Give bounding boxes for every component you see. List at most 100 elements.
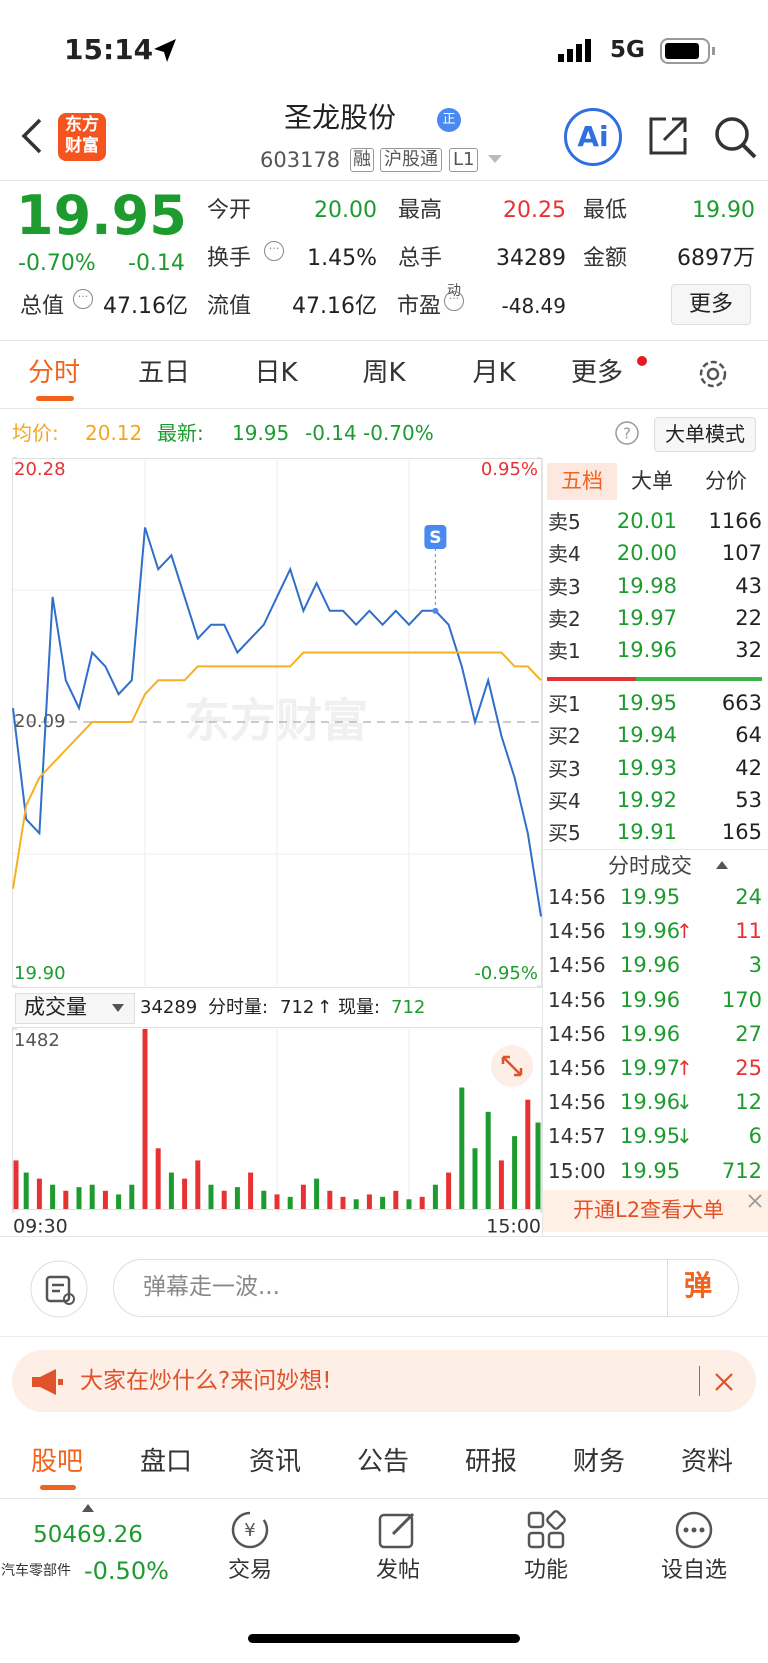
volume-bar: [446, 1172, 452, 1209]
y-tick-label: 20.28: [14, 459, 66, 480]
price-line: [12, 651, 542, 889]
x-tick-label: 09:30: [13, 1216, 68, 1238]
volume-selector[interactable]: [15, 993, 135, 1024]
collapse-icon[interactable]: [716, 861, 728, 869]
volume-bar: [525, 1099, 531, 1209]
nav-item[interactable]: 设自选: [660, 1558, 727, 1583]
trade-volume: 27: [735, 1021, 762, 1046]
bottom-tab[interactable]: 公告: [356, 1447, 409, 1477]
bottom-tab[interactable]: 股吧: [30, 1447, 83, 1477]
help-icon[interactable]: ?: [614, 420, 640, 446]
l2-banner[interactable]: [543, 1190, 768, 1232]
volume-bar: [102, 1190, 108, 1209]
book-volume: 43: [735, 573, 762, 598]
x-tick-label: 15:00: [486, 1216, 541, 1238]
trade-arrow: ↓: [676, 1090, 693, 1115]
close-button[interactable]: [746, 1192, 764, 1210]
tab[interactable]: 日K: [254, 358, 298, 388]
stock-name: 圣龙股份: [283, 101, 396, 134]
trade-price: 19.95: [620, 1124, 681, 1149]
trade-volume: 170: [721, 987, 762, 1012]
volume-bar: [366, 1194, 372, 1209]
info-icon[interactable]: ···: [264, 241, 284, 261]
danmaku-toggle[interactable]: [30, 1260, 88, 1318]
promo-banner[interactable]: [12, 1350, 756, 1412]
volume-bar: [287, 1196, 293, 1209]
book-tab[interactable]: 五档: [561, 469, 603, 493]
trade-volume: 24: [735, 885, 762, 909]
book-price: 19.92: [616, 787, 677, 812]
divider: [543, 849, 768, 850]
bottom-tab[interactable]: 盘口: [139, 1447, 192, 1477]
trade-arrow: ↑: [676, 1056, 693, 1080]
book-price: 19.98: [616, 573, 677, 598]
stock-code: 603178: [260, 148, 341, 172]
battery-icon: [660, 38, 715, 64]
volume-bar: [76, 1187, 82, 1209]
mode-button[interactable]: 大单模式: [654, 417, 756, 452]
info-icon[interactable]: ···: [73, 289, 93, 309]
volume-bar: [155, 1148, 161, 1209]
tab[interactable]: 周K: [362, 358, 406, 388]
index-name: 汽车零部件: [1, 1563, 71, 1579]
book-price: 19.95: [616, 691, 677, 715]
bottom-tab[interactable]: 财务: [572, 1447, 625, 1477]
trade-time: 14:56: [548, 1056, 606, 1080]
volume-bar: [116, 1194, 122, 1209]
trade-price: 19.95: [620, 1158, 681, 1183]
nav-item[interactable]: 发帖: [375, 1558, 420, 1583]
close-button[interactable]: [713, 1371, 735, 1393]
trade-time: 14:56: [548, 1090, 606, 1115]
expand-button[interactable]: [490, 1044, 534, 1088]
danmaku-button[interactable]: 弹: [684, 1269, 713, 1302]
volume-bar: [63, 1190, 69, 1209]
status-time: 15:14: [64, 33, 154, 66]
tab[interactable]: 月K: [472, 358, 516, 388]
bottom-tab[interactable]: 资讯: [248, 1447, 301, 1477]
volume-bar: [221, 1190, 227, 1209]
badge: 正: [437, 108, 461, 132]
book-label: 买3: [548, 756, 581, 781]
index-change: -0.50%: [84, 1557, 169, 1585]
ai-button[interactable]: Ai: [564, 108, 622, 166]
info-icon[interactable]: ···: [444, 291, 464, 311]
dropdown-icon[interactable]: [487, 154, 503, 164]
book-price: 19.93: [616, 755, 677, 780]
volume-bar: [182, 1178, 188, 1209]
volume-bar: [485, 1111, 491, 1209]
tab[interactable]: 分时: [27, 358, 80, 388]
divider: [667, 1260, 668, 1316]
comment-input[interactable]: [113, 1259, 739, 1317]
back-button[interactable]: [18, 116, 44, 156]
bottom-tab[interactable]: 研报: [464, 1447, 517, 1477]
nav-item[interactable]: 交易: [227, 1558, 272, 1583]
y-tick-label: 20.09: [14, 711, 66, 732]
nav-item[interactable]: 功能: [523, 1558, 568, 1583]
red-dot: [637, 356, 647, 366]
settings-button[interactable]: [696, 357, 730, 391]
book-tab[interactable]: 大单: [631, 469, 673, 493]
trade-volume: 712: [721, 1158, 762, 1183]
book-price: 20.01: [616, 509, 677, 533]
tab[interactable]: 更多: [570, 358, 623, 388]
volume-bar: [314, 1178, 320, 1209]
more-button[interactable]: 更多: [671, 284, 751, 325]
volume-bar: [406, 1199, 412, 1209]
search-button[interactable]: [712, 114, 758, 160]
trade-volume: 11: [735, 919, 762, 944]
volume-bar: [472, 1148, 478, 1209]
book-price: 19.94: [616, 723, 677, 748]
volume-bar: [195, 1160, 201, 1209]
volume-bar: [327, 1190, 333, 1209]
logo: [58, 113, 106, 161]
promo-text: 大家在炒什么?来问妙想!: [80, 1368, 332, 1394]
book-label: 卖4: [548, 542, 581, 567]
share-button[interactable]: [646, 114, 690, 158]
expand-icon[interactable]: [82, 1504, 94, 1512]
volume-bar: [498, 1160, 504, 1209]
avg-label: 均价:: [12, 421, 59, 445]
tab[interactable]: 五日: [137, 358, 190, 388]
book-tab[interactable]: 分价: [705, 469, 747, 493]
bottom-tab[interactable]: 资料: [680, 1447, 733, 1477]
